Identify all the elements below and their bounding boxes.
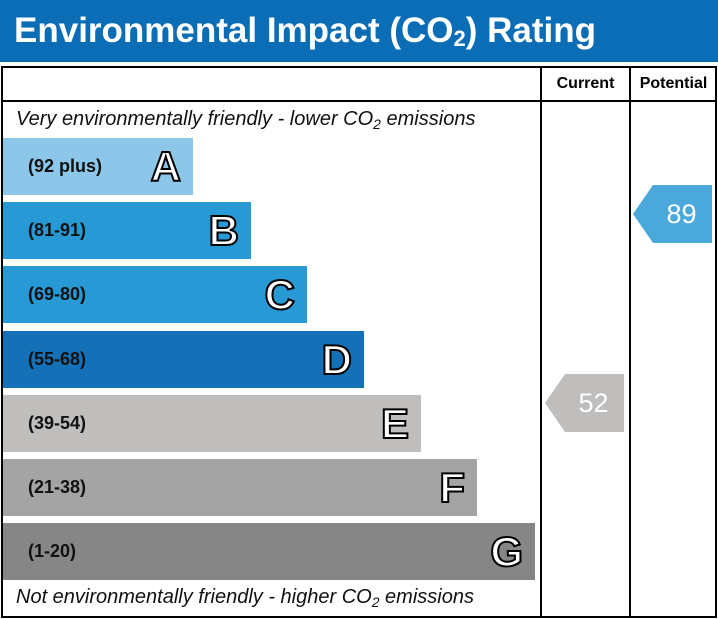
bottom-note: Not environmentally friendly - higher CO…: [16, 586, 474, 610]
current-rating-arrow: 52: [545, 374, 624, 432]
band-letter: G: [489, 527, 524, 576]
band-letter: E: [380, 399, 410, 448]
band-letter: B: [208, 206, 240, 255]
current-column-divider: [540, 66, 542, 618]
potential-column-header: Potential: [639, 75, 708, 92]
band-range: (69-80): [28, 284, 87, 304]
band-f: (21-38) F: [3, 459, 477, 516]
current-rating-value: 52: [578, 388, 609, 418]
band-g: (1-20) G: [3, 523, 535, 580]
band-range: (21-38): [28, 477, 87, 497]
potential-column-divider: [629, 66, 631, 618]
arrow-shape: [545, 374, 624, 432]
band-a: (92 plus) A: [3, 138, 193, 195]
band-letter: A: [150, 142, 182, 191]
top-note: Very environmentally friendly - lower CO…: [16, 108, 476, 132]
band-c: (69-80) C: [3, 266, 307, 323]
potential-rating-arrow: 89: [633, 185, 712, 243]
header-divider: [1, 100, 717, 102]
band-range: (1-20): [28, 541, 77, 561]
band-range: (55-68): [28, 349, 87, 369]
current-column-header: Current: [556, 75, 615, 92]
potential-rating-value: 89: [666, 199, 697, 229]
band-range: (39-54): [28, 413, 87, 433]
band-d: (55-68) D: [3, 331, 364, 388]
band-letter: C: [264, 270, 296, 319]
rating-frame: [1, 66, 717, 618]
band-range: (81-91): [28, 220, 87, 240]
chart-title: Environmental Impact (CO2) Rating: [0, 0, 718, 62]
band-e: (39-54) E: [3, 395, 421, 452]
band-letter: D: [321, 335, 353, 384]
band-range: (92 plus): [28, 156, 103, 176]
arrow-shape: [633, 185, 712, 243]
band-b: (81-91) B: [3, 202, 251, 259]
band-letter: F: [438, 463, 466, 512]
